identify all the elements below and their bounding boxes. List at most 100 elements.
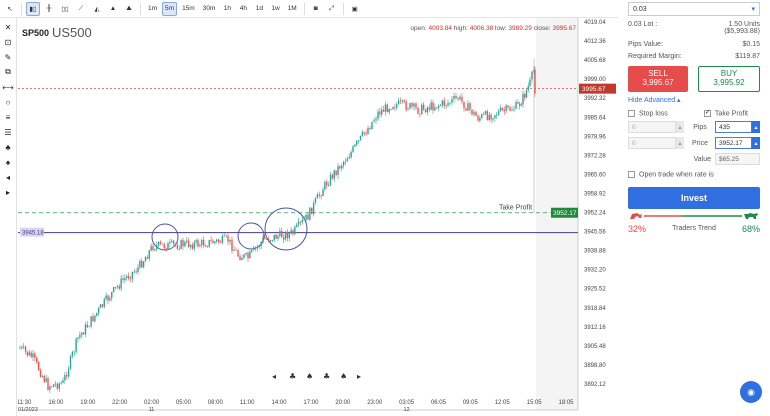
open-when-rate-checkbox[interactable]: [628, 171, 635, 179]
candle-body: [507, 105, 509, 108]
area-chart-icon[interactable]: ◭: [94, 5, 100, 13]
camera-icon[interactable]: ◙: [313, 5, 318, 12]
arrow-right-icon[interactable]: ▸: [5, 187, 10, 197]
nav-right-icon[interactable]: ▸: [357, 372, 361, 381]
nav-left-icon[interactable]: ◂: [272, 372, 276, 381]
interval-4h[interactable]: 4h: [239, 5, 247, 12]
trend-icon[interactable]: ♣: [5, 142, 11, 152]
candle-body: [69, 355, 72, 369]
price-tick-label: 3965.60: [584, 172, 606, 178]
arrow-left-icon[interactable]: ◂: [5, 172, 10, 182]
chart-canvas[interactable]: 4019.04 4012.36 4005.68 3999.00 3992.32 3985.…: [18, 18, 618, 416]
brush-icon[interactable]: ♠: [5, 157, 11, 167]
price-chart[interactable]: 4019.04 4012.36 4005.68 3999.00 3992.32 3985.…: [18, 18, 618, 416]
take-profit-pips-input[interactable]: 435: [715, 121, 752, 134]
candle-body: [54, 383, 57, 385]
time-tick-label: 23:00: [367, 400, 383, 406]
baseline-chart-icon[interactable]: ⛰: [126, 4, 132, 12]
zoom-in-icon[interactable]: ♠: [306, 372, 313, 381]
candle-body: [269, 240, 272, 242]
price-tick-label: 3925.52: [584, 287, 606, 293]
sell-button[interactable]: SELL 3,995.67: [628, 66, 688, 92]
chevron-down-icon: ▾: [751, 6, 755, 13]
pencil-icon[interactable]: ✎: [4, 52, 12, 62]
candle-body: [180, 240, 182, 249]
candle-body: [243, 254, 245, 259]
take-profit-price-input[interactable]: 3952.17: [714, 137, 752, 150]
candle-body: [34, 353, 36, 358]
zoom-icon[interactable]: ⊡: [4, 37, 12, 47]
layers-icon[interactable]: ⧉: [5, 67, 11, 76]
candle-body: [23, 346, 25, 348]
fibonacci-icon[interactable]: ☰: [4, 127, 12, 137]
candle-body: [150, 246, 152, 251]
candle-body: [277, 235, 279, 239]
stop-loss-checkbox[interactable]: [628, 110, 635, 117]
mountain-chart-icon[interactable]: ▲: [109, 5, 117, 12]
invest-button[interactable]: Invest: [628, 186, 760, 209]
fullscreen-icon[interactable]: ⤢: [329, 4, 335, 12]
interval-30m[interactable]: 30m: [202, 5, 216, 12]
candle-body: [284, 231, 287, 240]
line-chart-icon[interactable]: ⟋: [78, 4, 84, 12]
take-profit-toggle[interactable]: Take Profit: [703, 108, 748, 117]
candle-body: [214, 241, 216, 244]
candle-body: [473, 111, 475, 115]
candle-body: [256, 246, 259, 249]
tp-price-stepper[interactable]: ▴: [751, 137, 760, 150]
hollow-candle-icon[interactable]: ▯▯: [61, 5, 69, 13]
open-when-rate-toggle[interactable]: Open trade when rate is: [628, 171, 760, 179]
chevron-up-icon: ▴: [677, 97, 681, 104]
candle-body: [135, 271, 137, 273]
interval-5m[interactable]: 5m: [162, 1, 178, 16]
circle-icon[interactable]: ○: [5, 97, 11, 107]
buy-button[interactable]: BUY 3,995.92: [698, 66, 760, 92]
candle-body: [96, 312, 98, 316]
reset-icon[interactable]: ♣: [323, 372, 330, 381]
cursor-icon[interactable]: ↖: [7, 5, 13, 13]
interval-1h[interactable]: 1h: [223, 5, 231, 12]
take-profit-checkbox[interactable]: [703, 108, 711, 117]
candle-body: [359, 135, 362, 141]
lines-icon[interactable]: ≡: [5, 112, 11, 122]
stop-loss-price-input[interactable]: 0: [628, 137, 676, 150]
ohlc-close: 3995.67: [552, 25, 577, 32]
sl-price-stepper[interactable]: ▴: [676, 137, 684, 150]
hide-advanced-link[interactable]: Hide Advanced ▴: [628, 96, 760, 104]
candle-body: [275, 234, 277, 239]
interval-1d[interactable]: 1d: [255, 5, 263, 12]
help-chat-button[interactable]: ◉: [740, 381, 762, 403]
time-tick-label: 17:00: [303, 400, 319, 406]
quantity-select[interactable]: 0.03 ▾: [628, 2, 760, 16]
candle-body: [64, 375, 66, 381]
settings-icon[interactable]: ▣: [351, 5, 358, 13]
pan-icon[interactable]: ♠: [340, 372, 347, 381]
interval-1M[interactable]: 1M: [287, 5, 297, 12]
stop-loss-toggle[interactable]: Stop loss: [628, 110, 668, 117]
horizontal-line-icon[interactable]: ⟷: [2, 82, 14, 92]
candle-body: [303, 219, 305, 221]
bar-chart-icon[interactable]: ╫: [46, 5, 52, 12]
interval-1m[interactable]: 1m: [148, 5, 158, 12]
candle-body: [159, 241, 162, 244]
candle-body: [432, 102, 434, 111]
stop-loss-pips-input[interactable]: 0: [628, 121, 676, 134]
candle-body: [32, 353, 34, 358]
candle-body: [251, 249, 253, 252]
take-profit-value: $65.25: [715, 153, 760, 166]
tp-pips-stepper[interactable]: ▴: [752, 121, 760, 134]
candle-body: [199, 244, 201, 247]
candlestick-chart-icon[interactable]: ▮▯: [26, 1, 40, 16]
support-line-tag: [20, 227, 44, 237]
candle-body: [186, 240, 188, 242]
date-tick-label: 12: [404, 407, 410, 413]
candle-body: [405, 101, 407, 110]
interval-1w[interactable]: 1w: [271, 5, 280, 12]
sl-pips-stepper[interactable]: ▴: [676, 121, 684, 134]
candle-body: [373, 120, 375, 122]
candle-body: [252, 247, 255, 250]
zoom-out-icon[interactable]: ♣: [289, 372, 296, 381]
candle-body: [281, 230, 283, 238]
interval-15m[interactable]: 15m: [182, 5, 195, 12]
close-icon[interactable]: ✕: [4, 22, 12, 32]
